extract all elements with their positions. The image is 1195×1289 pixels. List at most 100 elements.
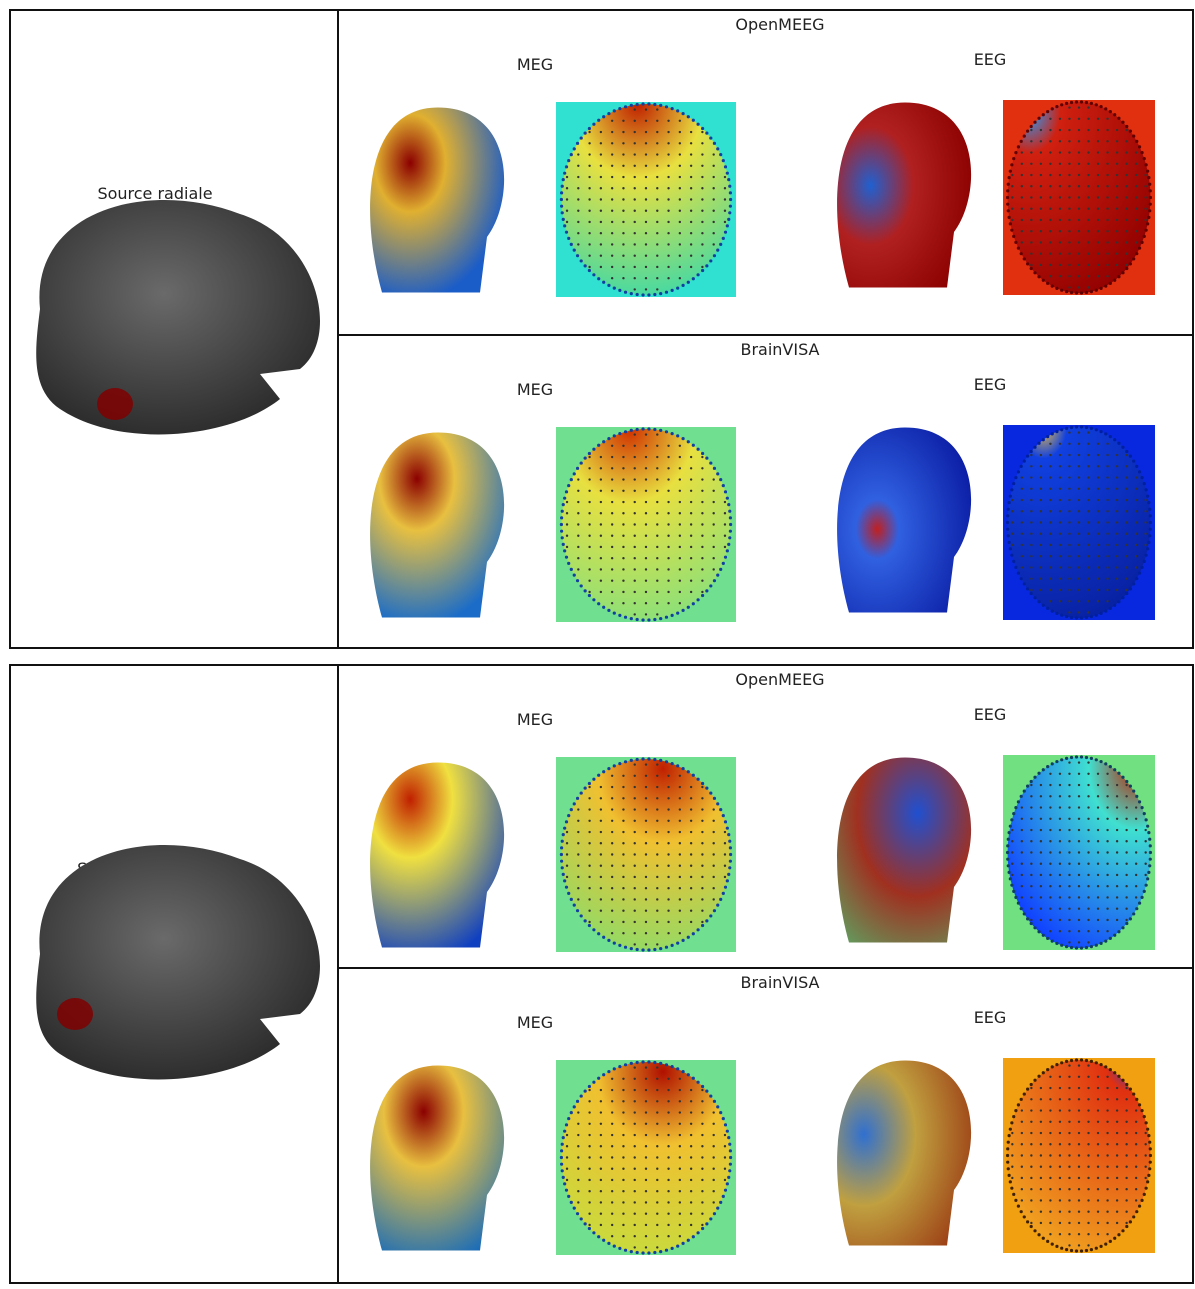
sensor (633, 1212, 636, 1215)
sensor (622, 830, 625, 834)
sensor (572, 472, 576, 476)
sensor (633, 898, 636, 901)
sensor (1077, 896, 1081, 899)
sensor (565, 1178, 569, 1182)
sensor (592, 1231, 596, 1235)
sensor (588, 887, 591, 890)
sensor (569, 567, 573, 571)
sensor (686, 1238, 690, 1242)
sensor (1012, 157, 1016, 161)
sensor (633, 288, 636, 291)
sensor (667, 254, 670, 257)
sensor (689, 1133, 693, 1137)
sensor (689, 130, 693, 134)
sensor (1049, 851, 1052, 854)
sensor (681, 608, 685, 612)
sensor (676, 611, 680, 615)
sensor (686, 935, 690, 939)
sensor (1058, 1131, 1062, 1135)
sensor (1077, 588, 1081, 592)
sensor (1125, 230, 1128, 233)
sensor (1115, 907, 1119, 910)
sensor (701, 1133, 704, 1137)
sensor (1134, 896, 1138, 899)
modality-label: EEG (974, 1008, 1007, 1027)
sensor (1029, 591, 1033, 596)
sensor (644, 1122, 648, 1125)
sensor (723, 165, 728, 169)
sensor (689, 557, 693, 560)
sensor (1068, 230, 1071, 233)
sensor (633, 1122, 636, 1125)
sensor (664, 945, 669, 949)
sensor (659, 946, 663, 951)
sensor (1087, 1143, 1090, 1146)
sensor (561, 1175, 565, 1179)
sensor (623, 945, 628, 949)
sensor (644, 1111, 648, 1114)
sensor (1106, 1210, 1109, 1213)
sensor (656, 1246, 659, 1249)
sensor (559, 197, 564, 202)
sensor (1077, 566, 1081, 569)
sensor (1125, 555, 1128, 558)
sensor (656, 1234, 659, 1238)
sensor (1096, 263, 1100, 267)
sensor (696, 447, 700, 451)
sensor (678, 534, 682, 537)
sensor (1148, 534, 1152, 538)
sensor (560, 211, 564, 215)
sensor (723, 820, 728, 824)
sensor (1030, 817, 1033, 820)
sensor (599, 1190, 603, 1193)
sensor (641, 427, 645, 431)
sensor (678, 198, 682, 201)
sensor (1134, 1176, 1138, 1180)
sensor (1077, 476, 1081, 479)
sensor (1096, 1098, 1100, 1101)
sensor (1079, 616, 1084, 620)
sensor (1077, 795, 1081, 798)
sensor (1049, 117, 1052, 121)
sensor (1096, 151, 1100, 154)
sensor (1060, 1061, 1064, 1065)
sensor (1022, 582, 1026, 586)
sensor (1058, 840, 1062, 843)
sensor (567, 484, 571, 488)
sensor (633, 175, 636, 179)
sensor (597, 277, 601, 281)
sensor (723, 830, 727, 834)
sensor (1087, 1131, 1090, 1135)
sensor (689, 153, 693, 156)
sensor (1087, 806, 1090, 809)
sensor (588, 187, 591, 190)
sensor (565, 1156, 569, 1159)
sensor (575, 579, 580, 583)
sensor (588, 1223, 591, 1227)
sensor (1049, 555, 1052, 558)
sensor (607, 283, 611, 287)
sensor (1125, 128, 1128, 132)
sensor (712, 568, 715, 571)
sensor (599, 209, 603, 212)
sensor (1077, 286, 1081, 289)
sensor (612, 611, 616, 615)
sensor (1026, 587, 1030, 591)
sensor (1148, 209, 1152, 213)
sensor (1058, 532, 1062, 535)
sensor (1006, 527, 1010, 531)
sensor (1132, 1215, 1136, 1219)
sensor (725, 1182, 729, 1186)
sensor (635, 617, 639, 622)
sensor (681, 283, 685, 287)
sensor (1049, 599, 1052, 603)
sensor (633, 875, 636, 879)
sensor (1106, 817, 1109, 820)
sensor (565, 500, 569, 504)
sensor (1094, 943, 1098, 947)
sensor (712, 853, 715, 856)
sensor (583, 456, 587, 460)
sensor (1115, 795, 1119, 798)
sensor (610, 1100, 614, 1103)
sensor (701, 451, 705, 456)
